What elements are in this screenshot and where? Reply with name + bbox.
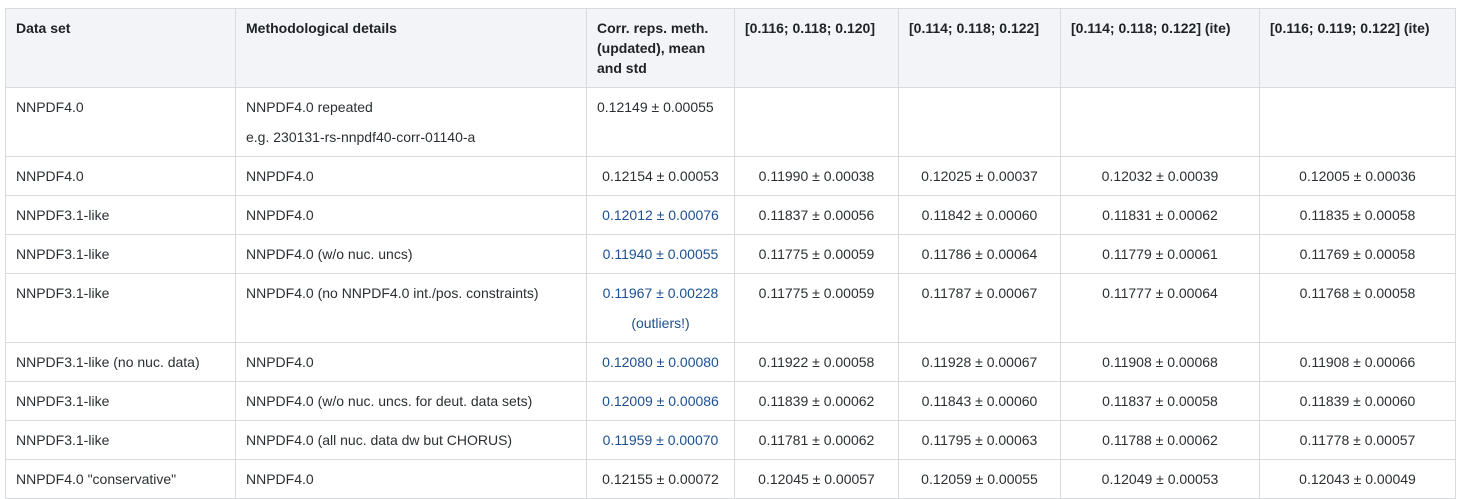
cell-corr: 0.11940 ± 0.00055 xyxy=(586,234,735,274)
table-row: NNPDF3.1-like NNPDF4.0 (all nuc. data dw… xyxy=(5,420,1456,460)
cell-v1: 0.11837 ± 0.00056 xyxy=(734,195,899,235)
cell-v4: 0.11769 ± 0.00058 xyxy=(1259,234,1456,274)
cell-v1: 0.11775 ± 0.00059 xyxy=(734,273,899,343)
cell-data-set: NNPDF4.0 xyxy=(5,156,236,196)
cell-method: NNPDF4.0 xyxy=(235,195,587,235)
cell-v4: 0.11768 ± 0.00058 xyxy=(1259,273,1456,343)
cell-corr: 0.12009 ± 0.00086 xyxy=(586,381,735,421)
cell-v3 xyxy=(1060,87,1260,157)
header-methodological-details: Methodological details xyxy=(235,8,587,88)
cell-data-set: NNPDF4.0 "conservative" xyxy=(5,459,236,499)
cell-v3: 0.11779 ± 0.00061 xyxy=(1060,234,1260,274)
cell-v1: 0.12045 ± 0.00057 xyxy=(734,459,899,499)
cell-v1 xyxy=(734,87,899,157)
header-range-114-118-122-ite: [0.114; 0.118; 0.122] (ite) xyxy=(1060,8,1260,88)
cell-v4: 0.12043 ± 0.00049 xyxy=(1259,459,1456,499)
table-row: NNPDF3.1-like NNPDF4.0 (w/o nuc. uncs. f… xyxy=(5,381,1456,421)
cell-v2: 0.11787 ± 0.00067 xyxy=(898,273,1061,343)
cell-method: NNPDF4.0 xyxy=(235,342,587,382)
corr-note: (outliers!) xyxy=(631,315,690,331)
cell-v2 xyxy=(898,87,1061,157)
cell-v3: 0.11908 ± 0.00068 xyxy=(1060,342,1260,382)
results-table: Data set Methodological details Corr. re… xyxy=(5,8,1456,499)
method-text: NNPDF4.0 repeated xyxy=(246,99,373,115)
cell-v2: 0.11843 ± 0.00060 xyxy=(898,381,1061,421)
cell-v1: 0.11839 ± 0.00062 xyxy=(734,381,899,421)
cell-v4 xyxy=(1259,87,1456,157)
cell-method: NNPDF4.0 repeated e.g. 230131-rs-nnpdf40… xyxy=(235,87,587,157)
cell-method: NNPDF4.0 xyxy=(235,156,587,196)
cell-data-set: NNPDF3.1-like xyxy=(5,195,236,235)
cell-v4: 0.11839 ± 0.00060 xyxy=(1259,381,1456,421)
cell-v3: 0.11777 ± 0.00064 xyxy=(1060,273,1260,343)
cell-v4: 0.11778 ± 0.00057 xyxy=(1259,420,1456,460)
cell-method: NNPDF4.0 (w/o nuc. uncs. for deut. data … xyxy=(235,381,587,421)
header-range-116-118-120: [0.116; 0.118; 0.120] xyxy=(734,8,899,88)
header-corr-reps-meth: Corr. reps. meth. (updated), mean and st… xyxy=(586,8,735,88)
cell-corr: 0.12149 ± 0.00055 xyxy=(586,87,735,157)
table-body: NNPDF4.0 NNPDF4.0 repeated e.g. 230131-r… xyxy=(5,87,1456,499)
header-row: Data set Methodological details Corr. re… xyxy=(5,8,1456,88)
table-row: NNPDF4.0 "conservative" NNPDF4.0 0.12155… xyxy=(5,459,1456,499)
cell-corr: 0.12080 ± 0.00080 xyxy=(586,342,735,382)
cell-data-set: NNPDF3.1-like xyxy=(5,381,236,421)
cell-corr: 0.11967 ± 0.00228 (outliers!) xyxy=(586,273,735,343)
cell-v2: 0.11786 ± 0.00064 xyxy=(898,234,1061,274)
cell-data-set: NNPDF4.0 xyxy=(5,87,236,157)
table-row: NNPDF4.0 NNPDF4.0 0.12154 ± 0.00053 0.11… xyxy=(5,156,1456,196)
table-row: NNPDF3.1-like NNPDF4.0 (no NNPDF4.0 int.… xyxy=(5,273,1456,343)
cell-data-set: NNPDF3.1-like xyxy=(5,234,236,274)
cell-method: NNPDF4.0 (all nuc. data dw but CHORUS) xyxy=(235,420,587,460)
cell-v3: 0.11788 ± 0.00062 xyxy=(1060,420,1260,460)
cell-v3: 0.12032 ± 0.00039 xyxy=(1060,156,1260,196)
cell-method: NNPDF4.0 (w/o nuc. uncs) xyxy=(235,234,587,274)
cell-method: NNPDF4.0 xyxy=(235,459,587,499)
cell-v4: 0.11835 ± 0.00058 xyxy=(1259,195,1456,235)
cell-v2: 0.11795 ± 0.00063 xyxy=(898,420,1061,460)
cell-corr: 0.12012 ± 0.00076 xyxy=(586,195,735,235)
cell-v4: 0.12005 ± 0.00036 xyxy=(1259,156,1456,196)
cell-v3: 0.12049 ± 0.00053 xyxy=(1060,459,1260,499)
cell-v2: 0.12025 ± 0.00037 xyxy=(898,156,1061,196)
cell-v1: 0.11775 ± 0.00059 xyxy=(734,234,899,274)
cell-corr: 0.11959 ± 0.00070 xyxy=(586,420,735,460)
cell-data-set: NNPDF3.1-like (no nuc. data) xyxy=(5,342,236,382)
cell-v3: 0.11831 ± 0.00062 xyxy=(1060,195,1260,235)
header-data-set: Data set xyxy=(5,8,236,88)
cell-v1: 0.11922 ± 0.00058 xyxy=(734,342,899,382)
cell-data-set: NNPDF3.1-like xyxy=(5,420,236,460)
table-row: NNPDF3.1-like (no nuc. data) NNPDF4.0 0.… xyxy=(5,342,1456,382)
cell-corr: 0.12154 ± 0.00053 xyxy=(586,156,735,196)
cell-v3: 0.11837 ± 0.00058 xyxy=(1060,381,1260,421)
header-range-116-119-122-ite: [0.116; 0.119; 0.122] (ite) xyxy=(1259,8,1456,88)
cell-v1: 0.11781 ± 0.00062 xyxy=(734,420,899,460)
table-row: NNPDF3.1-like NNPDF4.0 0.12012 ± 0.00076… xyxy=(5,195,1456,235)
table-header: Data set Methodological details Corr. re… xyxy=(5,8,1456,88)
header-range-114-118-122: [0.114; 0.118; 0.122] xyxy=(898,8,1061,88)
cell-data-set: NNPDF3.1-like xyxy=(5,273,236,343)
cell-method: NNPDF4.0 (no NNPDF4.0 int./pos. constrai… xyxy=(235,273,587,343)
cell-v4: 0.11908 ± 0.00066 xyxy=(1259,342,1456,382)
corr-value: 0.11967 ± 0.00228 xyxy=(602,285,719,301)
results-table-container: Data set Methodological details Corr. re… xyxy=(5,8,1456,499)
cell-v2: 0.11928 ± 0.00067 xyxy=(898,342,1061,382)
cell-corr: 0.12155 ± 0.00072 xyxy=(586,459,735,499)
cell-v2: 0.11842 ± 0.00060 xyxy=(898,195,1061,235)
table-row: NNPDF4.0 NNPDF4.0 repeated e.g. 230131-r… xyxy=(5,87,1456,157)
cell-v1: 0.11990 ± 0.00038 xyxy=(734,156,899,196)
method-note: e.g. 230131-rs-nnpdf40-corr-01140-a xyxy=(246,129,476,145)
table-row: NNPDF3.1-like NNPDF4.0 (w/o nuc. uncs) 0… xyxy=(5,234,1456,274)
cell-v2: 0.12059 ± 0.00055 xyxy=(898,459,1061,499)
